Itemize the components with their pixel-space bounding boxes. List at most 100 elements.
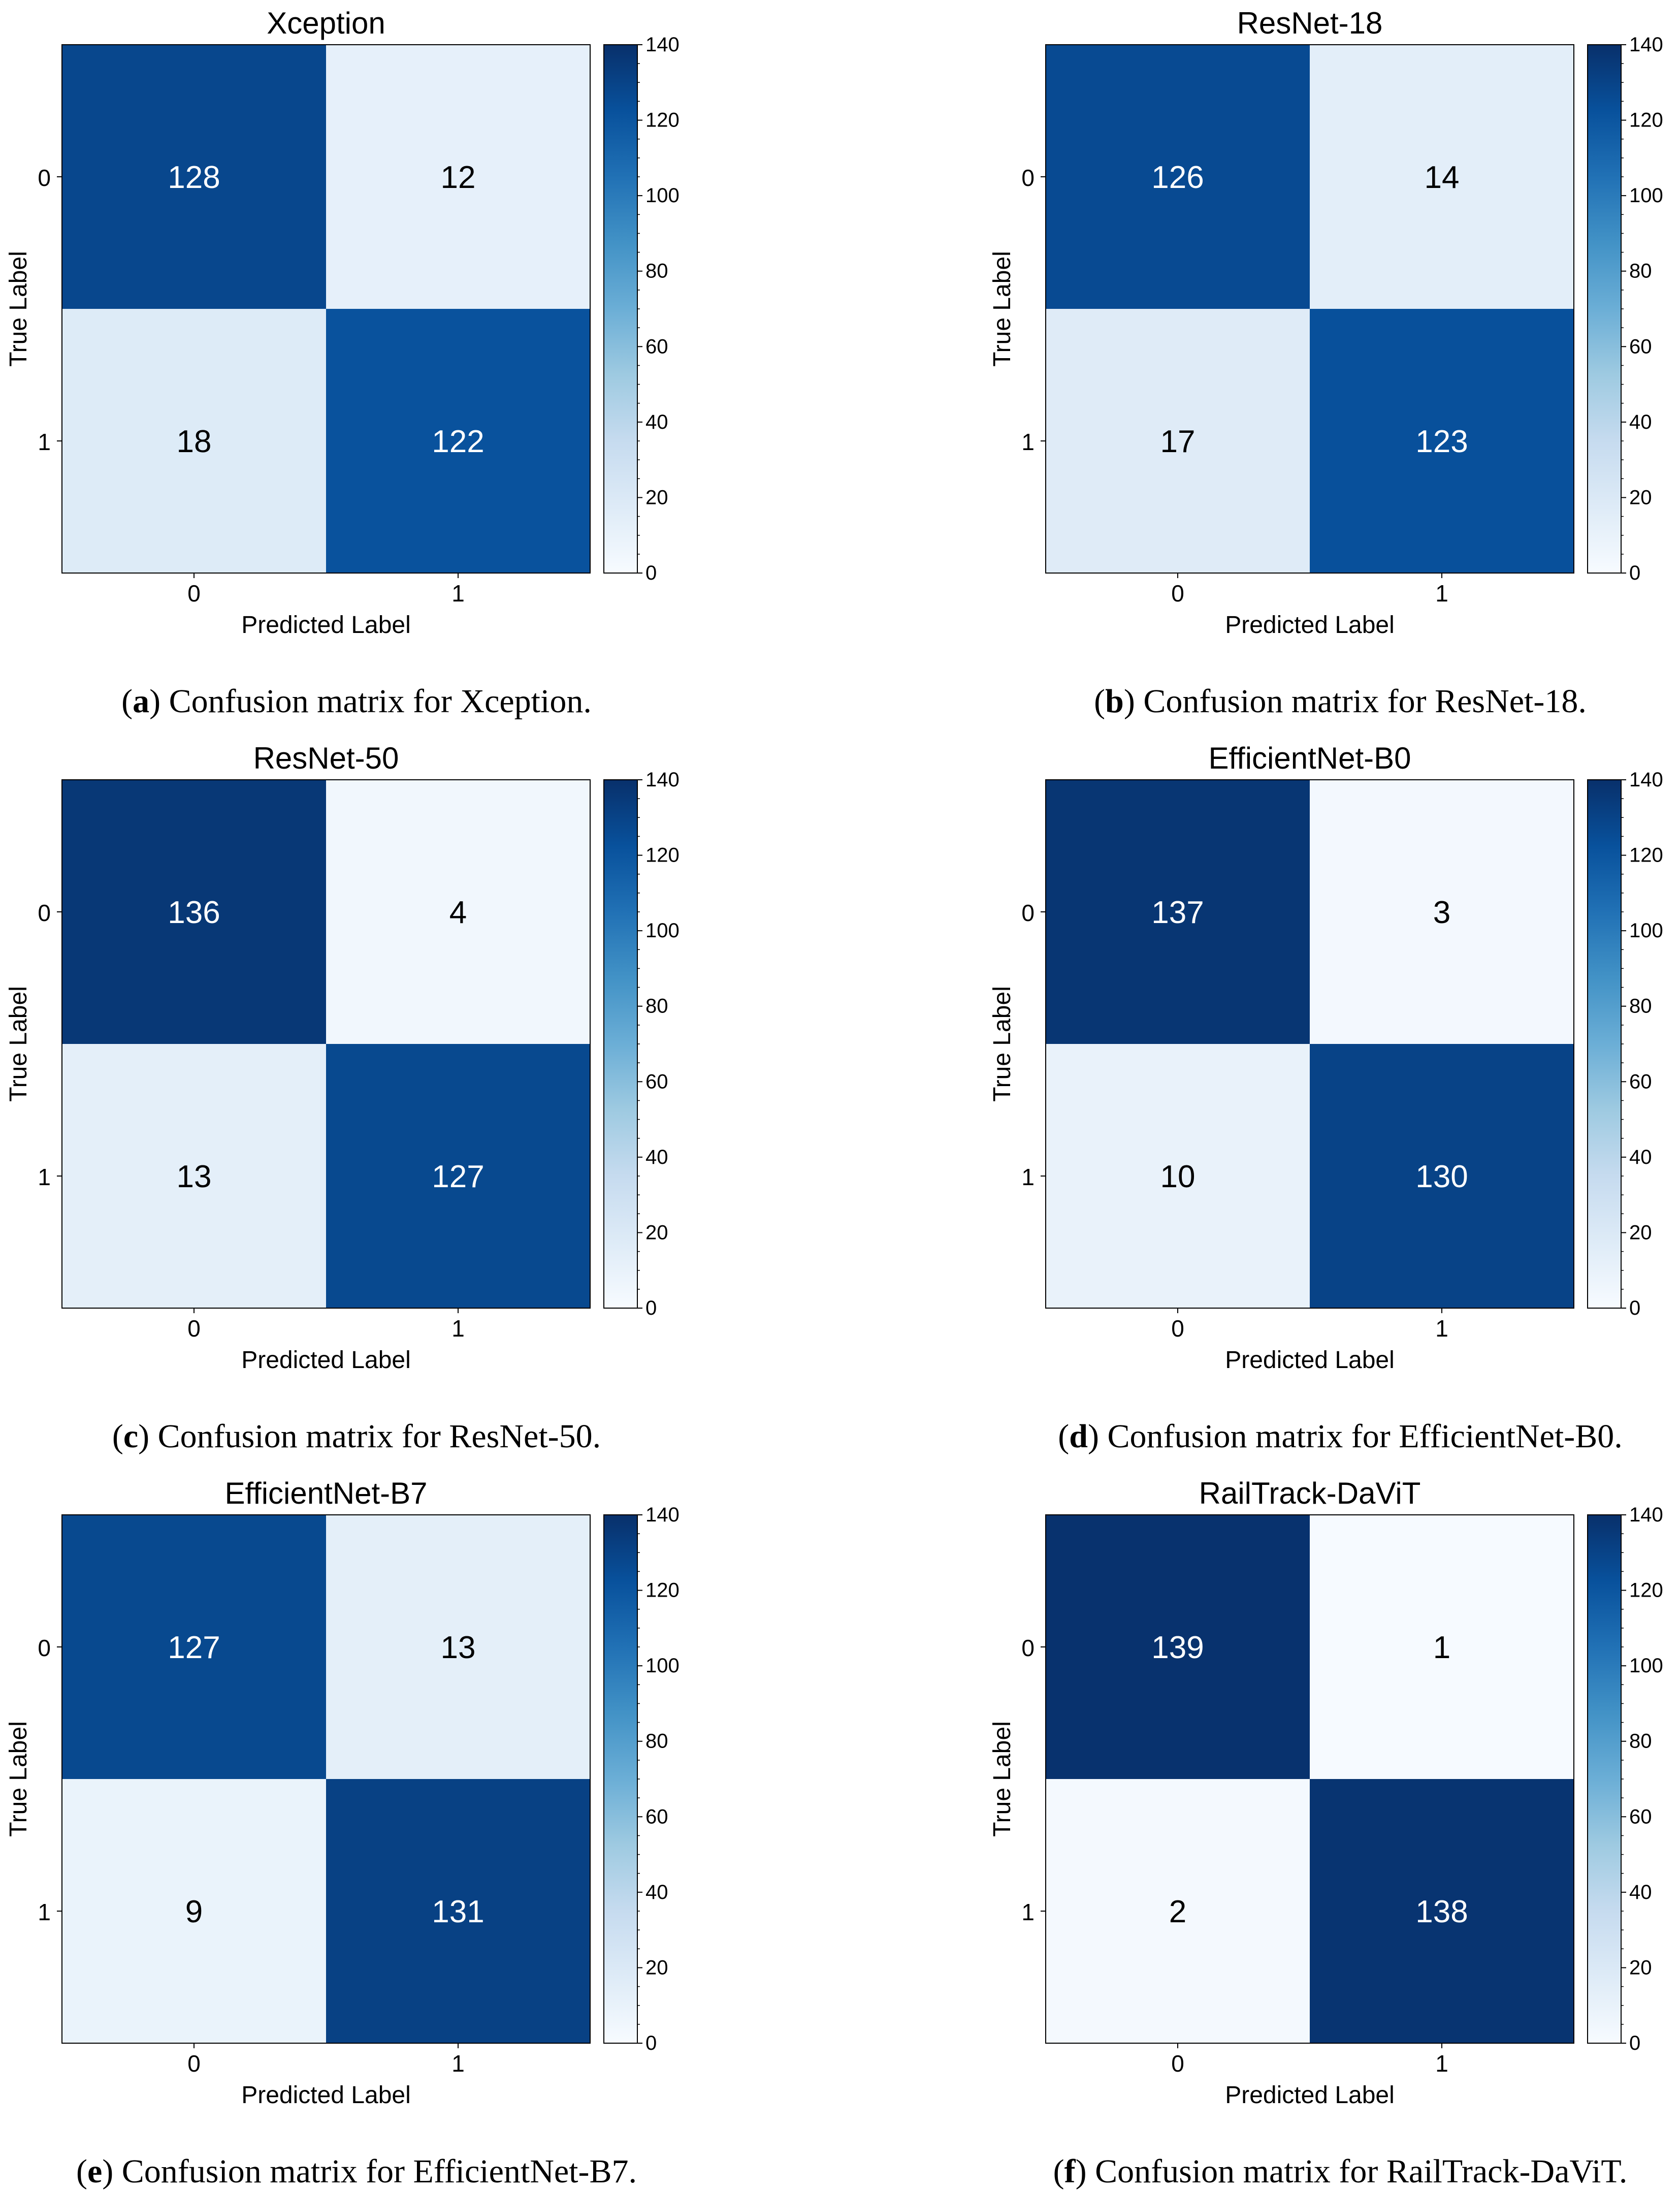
confusion-matrix-panel: ResNet-18 126 14 17 123 0 1 Predicted Label 0 1 Tr… [989, 6, 1663, 639]
colorbar-tick-label: 20 [1629, 1956, 1652, 1979]
colorbar-tick-label: 0 [645, 562, 657, 584]
matrix-cell [326, 1044, 590, 1308]
matrix-cell [1046, 1779, 1310, 2043]
cell-value-label: 2 [1169, 1894, 1186, 1929]
x-axis-label: Predicted Label [1225, 612, 1395, 639]
colorbar-tick-label: 140 [645, 769, 680, 791]
x-tick-label: 1 [1435, 580, 1448, 607]
matrix-cell [1310, 1515, 1574, 1779]
caption-text: Confusion matrix for Xception. [160, 683, 592, 720]
colorbar-tick-label: 40 [1629, 1881, 1652, 1903]
matrix-cell [62, 780, 326, 1044]
colorbar-tick-label: 100 [645, 919, 680, 942]
matrix-frame [1045, 779, 1574, 1309]
caption-text: Confusion matrix for ResNet-18. [1135, 683, 1587, 720]
matrix-cell [62, 1044, 326, 1308]
x-axis-label: Predicted Label [241, 612, 411, 639]
colorbar-tick-label: 60 [645, 335, 668, 358]
matrix-cell [62, 45, 326, 309]
y-tick-label: 0 [1021, 900, 1035, 926]
colorbar-tick-label: 40 [1629, 1146, 1652, 1168]
matrix-cell [62, 309, 326, 573]
y-tick-label: 0 [1021, 165, 1035, 191]
cell-value-label: 14 [1425, 160, 1460, 195]
colorbar-tick-label: 40 [645, 1881, 668, 1903]
colorbar-tick-label: 20 [1629, 486, 1652, 509]
y-tick-label: 1 [38, 1164, 51, 1190]
colorbar-tick-label: 80 [645, 995, 668, 1018]
cell-value-label: 123 [1415, 424, 1468, 459]
colorbar-tick-label: 0 [645, 1297, 657, 1319]
caption-label: a [133, 683, 150, 720]
colorbar-tick-label: 60 [645, 1070, 668, 1093]
chart-title: EfficientNet-B7 [224, 1476, 427, 1510]
x-axis-label: Predicted Label [241, 1347, 411, 1374]
chart-title: Xception [267, 6, 385, 40]
matrix-frame [61, 779, 591, 1309]
colorbar [1587, 44, 1622, 574]
figure-caption: (c) Confusion matrix for ResNet-50. [112, 1418, 601, 1455]
colorbar-tick-label: 20 [645, 1221, 668, 1244]
matrix-cell [1310, 45, 1574, 309]
cell-value-label: 13 [441, 1630, 476, 1665]
colorbar-tick-label: 40 [645, 411, 668, 433]
cell-value-label: 12 [441, 160, 476, 195]
x-tick-label: 0 [187, 1315, 201, 1342]
cell-value-label: 10 [1160, 1159, 1196, 1194]
figure-caption: (a) Confusion matrix for Xception. [121, 683, 592, 720]
colorbar-tick-label: 60 [1629, 335, 1652, 358]
colorbar-tick-label: 140 [1629, 1504, 1663, 1526]
colorbar-tick-label: 20 [645, 486, 668, 509]
y-tick-label: 1 [1021, 1164, 1035, 1190]
matrix-cell [1310, 1779, 1574, 2043]
x-tick-label: 0 [1171, 1315, 1184, 1342]
colorbar-tick-label: 120 [645, 1579, 680, 1602]
y-tick-label: 1 [38, 429, 51, 455]
colorbar-tick-label: 140 [1629, 769, 1663, 791]
cell-value-label: 139 [1151, 1630, 1204, 1665]
x-tick-label: 1 [1435, 2050, 1448, 2077]
matrix-cell [1046, 780, 1310, 1044]
colorbar-tick-label: 80 [645, 1730, 668, 1753]
y-tick-label: 1 [1021, 1899, 1035, 1925]
matrix-frame [61, 44, 591, 574]
confusion-matrix-panel: EfficientNet-B7 127 13 9 131 0 1 Predicted Labe… [5, 1476, 680, 2109]
matrix-cell [1310, 1044, 1574, 1308]
colorbar-tick-label: 0 [1629, 2032, 1640, 2054]
cell-value-label: 18 [177, 424, 212, 459]
chart-title: ResNet-50 [253, 741, 399, 775]
colorbar-tick-label: 100 [645, 1655, 680, 1677]
matrix-cell [1046, 1515, 1310, 1779]
y-tick-label: 0 [38, 165, 51, 191]
colorbar-tick-label: 20 [1629, 1221, 1652, 1244]
y-axis-label: True Label [5, 251, 32, 367]
caption-text: Confusion matrix for ResNet-50. [149, 1418, 601, 1455]
cell-value-label: 3 [1433, 895, 1450, 930]
caption-label: b [1105, 683, 1124, 720]
x-tick-label: 0 [187, 580, 201, 607]
confusion-matrix-panel: RailTrack-DaViT 139 1 2 138 0 1 Predicted Label… [989, 1476, 1663, 2109]
cell-value-label: 138 [1415, 1894, 1468, 1929]
cell-value-label: 13 [177, 1159, 212, 1194]
colorbar-tick-label: 60 [645, 1805, 668, 1828]
x-tick-label: 1 [451, 580, 465, 607]
cell-value-label: 17 [1160, 424, 1196, 459]
chart-title: RailTrack-DaViT [1199, 1476, 1421, 1510]
colorbar-tick-label: 60 [1629, 1070, 1652, 1093]
cell-value-label: 136 [168, 895, 220, 930]
confusion-matrix-panel: Xception 128 12 18 122 0 1 Predicted Label 0 1 Tru… [5, 6, 680, 639]
y-axis-label: True Label [989, 986, 1016, 1102]
colorbar-tick-label: 120 [645, 109, 680, 132]
colorbar-tick-label: 120 [1629, 109, 1663, 132]
y-axis-label: True Label [989, 251, 1016, 367]
matrix-frame [1045, 1514, 1574, 2044]
cell-value-label: 122 [432, 424, 484, 459]
cell-value-label: 127 [432, 1159, 484, 1194]
x-tick-label: 0 [1171, 2050, 1184, 2077]
colorbar-tick-label: 0 [1629, 562, 1640, 584]
chart-title: EfficientNet-B0 [1208, 741, 1411, 775]
colorbar [1587, 1514, 1622, 2044]
cell-value-label: 131 [432, 1894, 484, 1929]
caption-label: d [1069, 1418, 1088, 1455]
